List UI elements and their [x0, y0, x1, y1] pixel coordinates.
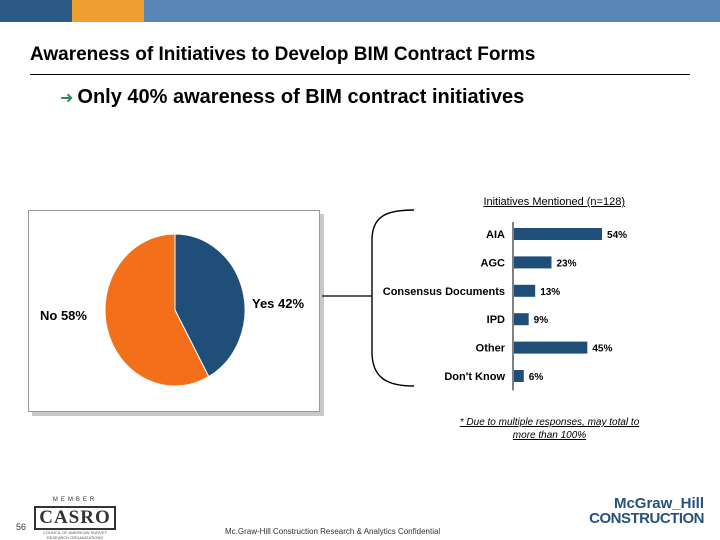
bar-value-label-agc: 23% [556, 258, 576, 269]
title-divider [30, 74, 690, 75]
top-banner [0, 0, 720, 22]
pie-slice-no [104, 233, 210, 387]
key-finding-text: Only 40% awareness of BIM contract initi… [77, 86, 525, 108]
bar-agc [514, 256, 552, 269]
mcgraw-hill-construction-logo: McGraw_Hill CONSTRUCTION [578, 496, 704, 526]
bar-value-label-ipd: 9% [534, 315, 549, 326]
bracket-curve [371, 209, 415, 387]
bar-value-label-consensus-documents: 13% [540, 287, 560, 298]
logo-line-1: McGraw_Hill [613, 495, 704, 512]
bar-don-t-know [514, 370, 524, 382]
bar-category-label-consensus-documents: Consensus Documents [383, 286, 505, 298]
bar-category-label-ipd: IPD [487, 314, 505, 326]
bar-other [514, 341, 588, 354]
pie-chart: Yes 42% No 58% [40, 233, 304, 387]
casro-member-text: MEMBER [52, 497, 98, 503]
bar-consensus-documents [514, 284, 536, 297]
page-number: 56 [16, 522, 27, 532]
banner-segment-orange [72, 0, 144, 22]
bar-category-label-other: Other [476, 343, 506, 355]
casro-subtitle: COUNCIL OF AMERICAN SURVEY RESEARCH ORGA… [42, 530, 107, 540]
bar-value-label-don-t-know: 6% [529, 372, 544, 383]
banner-segment-blue [144, 0, 720, 22]
bar-category-label-don-t-know: Don't Know [444, 371, 505, 383]
logo-line-2: CONSTRUCTION [589, 510, 704, 527]
pie-label-no: No 58% [40, 308, 87, 323]
bar-chart-title: Initiatives Mentioned (n=128) [483, 196, 625, 208]
initiatives-bar-chart: AIA 54% AGC 23% Consensus Documents 13% IPD 9% O… [383, 222, 627, 391]
footnote: * Due to multiple responses, may total t… [459, 417, 640, 441]
pie-label-yes: Yes 42% [252, 296, 304, 311]
bar-ipd [514, 313, 529, 326]
bar-category-label-agc: AGC [481, 257, 506, 269]
bar-aia [514, 228, 603, 240]
bracket-connector [322, 209, 415, 387]
bar-category-label-aia: AIA [486, 229, 505, 241]
confidential-notice: Mc.Graw-Hill Construction Research & Ana… [225, 527, 441, 536]
slide-title: Awareness of Initiatives to Develop BIM … [30, 44, 536, 65]
banner-segment-dark [0, 0, 72, 22]
key-finding-bullet: ➜ Only 40% awareness of BIM contract init… [60, 86, 524, 109]
casro-wordmark: CASRO [34, 506, 116, 530]
bar-value-label-aia: 54% [607, 230, 627, 241]
casro-logo: MEMBER CASRO COUNCIL OF AMERICAN SURVEY … [32, 497, 118, 540]
arrow-bullet-icon: ➜ [60, 90, 74, 107]
pie-slice-yes [174, 233, 246, 378]
bar-value-label-other: 45% [592, 344, 612, 355]
